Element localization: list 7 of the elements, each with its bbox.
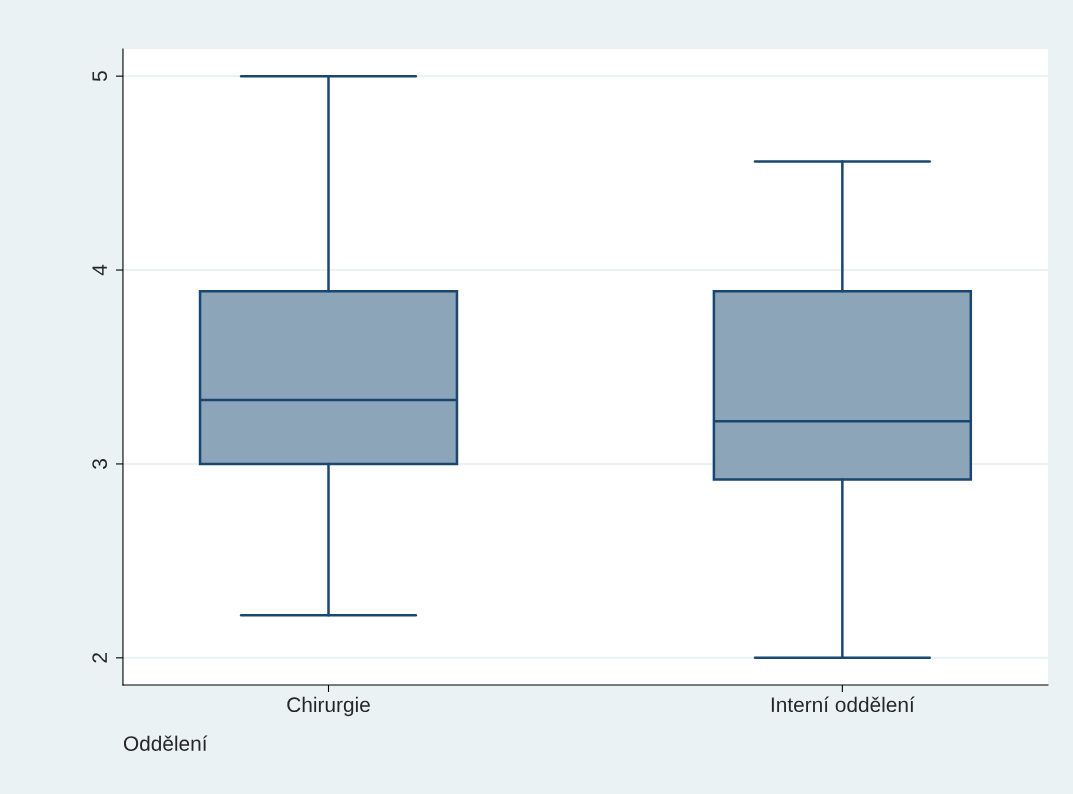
x-tick-label: Interní oddělení [771,696,915,713]
x-axis-title: Oddělení [123,735,208,751]
y-tick-label: 2 [92,653,107,663]
y-tick-label: 5 [92,71,108,82]
x-tick-label: Chirurgie [287,696,370,717]
y-tick-label: 3 [92,459,108,469]
y-tick-label: 4 [92,264,107,276]
